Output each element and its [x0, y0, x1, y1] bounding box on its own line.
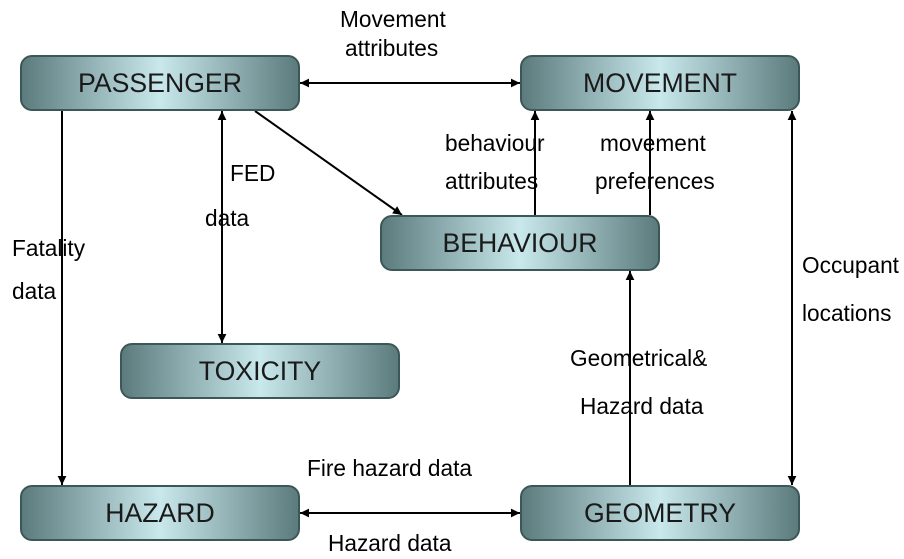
edge-label-behaviour-movement-right: preferences	[595, 168, 715, 195]
arrowhead-icon	[646, 111, 655, 120]
arrowhead-icon	[300, 79, 309, 88]
node-geometry: GEOMETRY	[520, 485, 800, 541]
edge-label-geometry-movement: locations	[802, 300, 891, 327]
arrowhead-icon	[58, 476, 67, 485]
arrowhead-icon	[511, 79, 520, 88]
node-behaviour: BEHAVIOUR	[380, 215, 660, 271]
edge-label-behaviour-movement-right: movement	[600, 130, 706, 157]
arrowhead-icon	[218, 334, 227, 343]
edge-label-passenger-hazard: data	[12, 278, 56, 305]
node-movement: MOVEMENT	[520, 55, 800, 111]
arrowhead-icon	[788, 476, 797, 485]
edge-label-behaviour-movement-left: attributes	[445, 168, 538, 195]
arrowhead-icon	[392, 206, 402, 215]
node-hazard: HAZARD	[20, 485, 300, 541]
arrowhead-icon	[300, 509, 309, 518]
node-label: HAZARD	[105, 498, 215, 529]
node-label: BEHAVIOUR	[442, 228, 597, 259]
arrowhead-icon	[788, 111, 797, 120]
edge-label-geometry-behaviour: Geometrical&	[570, 345, 707, 372]
node-label: GEOMETRY	[584, 498, 736, 529]
diagram-stage: { "canvas": { "width": 904, "height": 55…	[0, 0, 904, 559]
node-label: TOXICITY	[199, 356, 321, 387]
edge-label-geometry-movement: Occupant	[802, 252, 899, 279]
edge-label-passenger-hazard: Fatality	[12, 235, 85, 262]
edge-label-passenger-movement: attributes	[345, 35, 438, 62]
arrowhead-icon	[511, 509, 520, 518]
edge-label-geometry-behaviour: Hazard data	[580, 393, 703, 420]
edge-label-passenger-toxicity: FED	[230, 160, 275, 187]
node-passenger: PASSENGER	[20, 55, 300, 111]
node-toxicity: TOXICITY	[120, 343, 400, 399]
node-label: MOVEMENT	[583, 68, 737, 99]
arrowhead-icon	[626, 271, 635, 280]
edge-label-hazard-geometry: Hazard data	[328, 530, 451, 557]
arrowhead-icon	[531, 111, 540, 120]
edge-label-behaviour-movement-left: behaviour	[445, 130, 545, 157]
arrowhead-icon	[218, 111, 227, 120]
edge-passenger-behaviour	[255, 111, 402, 215]
edge-label-passenger-toxicity: data	[205, 205, 249, 232]
edge-label-passenger-movement: Movement	[340, 6, 446, 33]
edge-label-hazard-geometry: Fire hazard data	[307, 455, 472, 482]
node-label: PASSENGER	[78, 68, 242, 99]
